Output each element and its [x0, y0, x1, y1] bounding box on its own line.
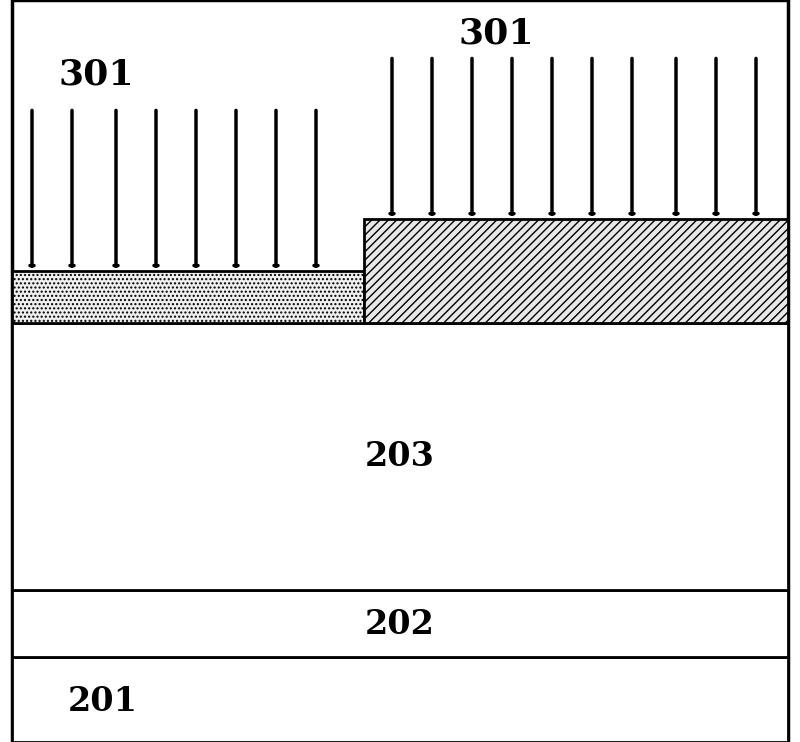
Bar: [12, 590, 788, 657]
Text: 202: 202: [365, 608, 435, 641]
Bar: [364, 219, 788, 323]
Text: 201: 201: [68, 685, 138, 718]
Text: 203: 203: [365, 440, 435, 473]
Bar: [12, 323, 788, 590]
Bar: [12, 271, 364, 323]
Text: 301: 301: [458, 16, 534, 50]
Text: 301: 301: [58, 57, 134, 91]
Bar: [12, 657, 788, 742]
